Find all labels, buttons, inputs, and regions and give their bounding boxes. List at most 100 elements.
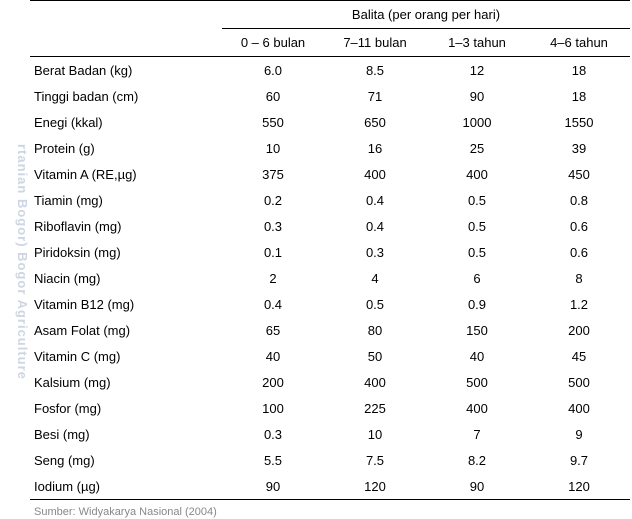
row-label: Vitamin A (RE,µg) [30,161,222,187]
cell-value: 150 [426,317,528,343]
cell-value: 0.5 [426,187,528,213]
cell-value: 45 [528,343,630,369]
cell-value: 50 [324,343,426,369]
cell-value: 10 [324,421,426,447]
cell-value: 60 [222,83,324,109]
header-row-bottom: 0 – 6 bulan 7–11 bulan 1–3 tahun 4–6 tah… [30,29,630,57]
cell-value: 225 [324,395,426,421]
cell-value: 0.6 [528,213,630,239]
cell-value: 400 [426,395,528,421]
cell-value: 650 [324,109,426,135]
cell-value: 100 [222,395,324,421]
cell-value: 0.5 [426,213,528,239]
row-label: Tiamin (mg) [30,187,222,213]
row-label: Fosfor (mg) [30,395,222,421]
row-label: Besi (mg) [30,421,222,447]
source-text: Sumber: Widyakarya Nasional (2004) [30,500,630,518]
col-header-0: 0 – 6 bulan [222,29,324,57]
cell-value: 1550 [528,109,630,135]
cell-value: 9.7 [528,447,630,473]
cell-value: 0.1 [222,239,324,265]
cell-value: 8.5 [324,57,426,84]
cell-value: 500 [426,369,528,395]
table-body: Berat Badan (kg)6.08.51218Tinggi badan (… [30,57,630,500]
cell-value: 40 [426,343,528,369]
row-label: Enegi (kkal) [30,109,222,135]
cell-value: 0.5 [426,239,528,265]
cell-value: 0.4 [222,291,324,317]
row-label: Tinggi badan (cm) [30,83,222,109]
cell-value: 0.3 [324,239,426,265]
cell-value: 18 [528,83,630,109]
cell-value: 0.6 [528,239,630,265]
table-row: Besi (mg)0.31079 [30,421,630,447]
cell-value: 7.5 [324,447,426,473]
cell-value: 65 [222,317,324,343]
nutrition-table: Balita (per orang per hari) 0 – 6 bulan … [30,0,630,500]
table-row: Fosfor (mg)100225400400 [30,395,630,421]
table-row: Enegi (kkal)55065010001550 [30,109,630,135]
table-row: Kalsium (mg)200400500500 [30,369,630,395]
cell-value: 40 [222,343,324,369]
row-label: Asam Folat (mg) [30,317,222,343]
cell-value: 39 [528,135,630,161]
cell-value: 200 [222,369,324,395]
header-main: Balita (per orang per hari) [222,1,630,29]
table-row: Piridoksin (mg)0.10.30.50.6 [30,239,630,265]
table-row: Protein (g)10162539 [30,135,630,161]
cell-value: 7 [426,421,528,447]
col-header-3: 4–6 tahun [528,29,630,57]
cell-value: 10 [222,135,324,161]
cell-value: 0.3 [222,213,324,239]
cell-value: 0.9 [426,291,528,317]
table-row: Vitamin C (mg)40504045 [30,343,630,369]
cell-value: 0.8 [528,187,630,213]
cell-value: 0.3 [222,421,324,447]
cell-value: 400 [426,161,528,187]
header-row-top: Balita (per orang per hari) [30,1,630,29]
cell-value: 0.5 [324,291,426,317]
cell-value: 90 [426,473,528,500]
cell-value: 90 [426,83,528,109]
cell-value: 4 [324,265,426,291]
cell-value: 0.4 [324,213,426,239]
table-row: Vitamin B12 (mg)0.40.50.91.2 [30,291,630,317]
cell-value: 400 [324,369,426,395]
table-row: Tinggi badan (cm)60719018 [30,83,630,109]
row-label: Vitamin B12 (mg) [30,291,222,317]
row-label: Kalsium (mg) [30,369,222,395]
row-label: Seng (mg) [30,447,222,473]
row-label: Piridoksin (mg) [30,239,222,265]
cell-value: 71 [324,83,426,109]
table-row: Riboflavin (mg)0.30.40.50.6 [30,213,630,239]
cell-value: 5.5 [222,447,324,473]
cell-value: 1.2 [528,291,630,317]
cell-value: 375 [222,161,324,187]
cell-value: 9 [528,421,630,447]
cell-value: 2 [222,265,324,291]
cell-value: 550 [222,109,324,135]
cell-value: 200 [528,317,630,343]
col-header-1: 7–11 bulan [324,29,426,57]
cell-value: 0.2 [222,187,324,213]
table-row: Berat Badan (kg)6.08.51218 [30,57,630,84]
row-label: Riboflavin (mg) [30,213,222,239]
cell-value: 6.0 [222,57,324,84]
cell-value: 8.2 [426,447,528,473]
table-header: Balita (per orang per hari) 0 – 6 bulan … [30,1,630,57]
col-header-2: 1–3 tahun [426,29,528,57]
cell-value: 400 [528,395,630,421]
table-row: Tiamin (mg)0.20.40.50.8 [30,187,630,213]
header-blank [30,1,222,29]
cell-value: 6 [426,265,528,291]
cell-value: 16 [324,135,426,161]
table-row: Niacin (mg)2468 [30,265,630,291]
cell-value: 1000 [426,109,528,135]
cell-value: 450 [528,161,630,187]
cell-value: 0.4 [324,187,426,213]
cell-value: 25 [426,135,528,161]
row-label: Niacin (mg) [30,265,222,291]
header-blank-2 [30,29,222,57]
cell-value: 90 [222,473,324,500]
cell-value: 120 [528,473,630,500]
